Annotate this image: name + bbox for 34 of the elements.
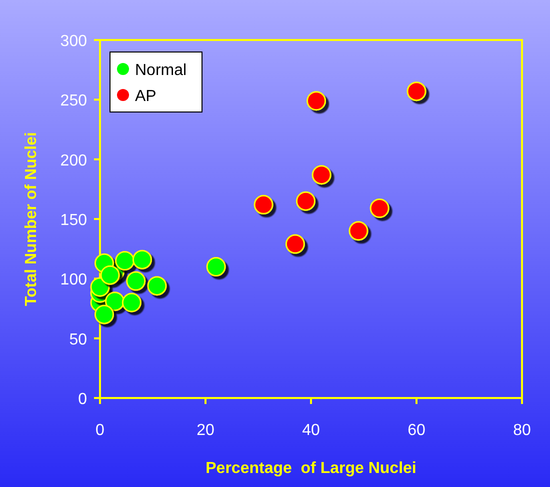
- y-tick-label: 50: [69, 331, 88, 348]
- legend-label: AP: [135, 88, 156, 105]
- point: [348, 221, 368, 241]
- y-tick-label: 300: [60, 33, 88, 50]
- x-tick-label: 80: [513, 422, 531, 439]
- point: [206, 256, 226, 276]
- point: [126, 271, 146, 291]
- point: [94, 304, 114, 324]
- x-tick-label: 20: [196, 422, 214, 439]
- y-tick-label: 200: [60, 152, 88, 170]
- x-tick-label: 60: [408, 422, 426, 439]
- y-tick-label: 250: [60, 92, 88, 110]
- y-tick-label: 0: [78, 391, 88, 408]
- point: [132, 250, 152, 270]
- point: [370, 198, 390, 218]
- x-axis-title: Percentage of Large Nuclei: [206, 460, 416, 477]
- point: [147, 276, 167, 296]
- legend-label: Normal: [135, 62, 187, 79]
- y-tick-label: 150: [60, 212, 88, 229]
- point: [115, 251, 135, 271]
- point: [105, 292, 125, 312]
- y-tick-label: 100: [60, 272, 88, 289]
- point: [285, 234, 305, 254]
- point: [406, 82, 426, 102]
- point: [296, 191, 316, 211]
- point: [254, 194, 274, 214]
- point: [306, 91, 326, 111]
- point: [90, 277, 110, 297]
- y-axis-title: Total Number of Nuclei: [23, 132, 40, 306]
- point: [122, 292, 142, 312]
- x-tick-label: 0: [96, 422, 105, 439]
- x-tick-label: 40: [302, 422, 320, 439]
- point: [312, 165, 332, 185]
- point: [100, 265, 120, 285]
